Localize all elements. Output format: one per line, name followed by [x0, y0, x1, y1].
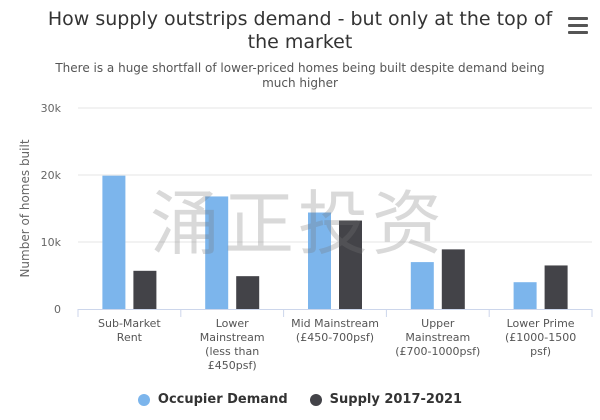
- legend-swatch: [309, 393, 322, 406]
- legend-swatch: [137, 393, 150, 406]
- bar: [544, 265, 568, 309]
- hamburger-menu-icon[interactable]: [568, 17, 588, 35]
- legend-label: Occupier Demand: [157, 392, 288, 407]
- bar: [133, 270, 157, 309]
- bar: [339, 220, 362, 309]
- bar: [102, 175, 126, 309]
- y-axis-title: Number of homes built: [18, 139, 32, 277]
- bar: [236, 276, 260, 309]
- bar: [513, 282, 537, 309]
- legend-item[interactable]: Occupier Demand: [137, 392, 288, 407]
- legend-label: Supply 2017-2021: [329, 392, 463, 407]
- x-tick-label: Lower Prime (£1000-1500 psf): [505, 317, 576, 358]
- y-tick-label: 20k: [41, 169, 62, 182]
- bar: [308, 212, 331, 309]
- bar: [205, 196, 229, 309]
- x-tick-label: Mid Mainstream (£450-700psf): [291, 317, 379, 344]
- x-tick-label: Sub-Market Rent: [98, 317, 161, 344]
- watermark: 涌正投资: [150, 183, 446, 265]
- y-tick-label: 0: [54, 303, 61, 316]
- legend-item[interactable]: Supply 2017-2021: [309, 392, 463, 407]
- y-tick-label: 30k: [41, 102, 62, 115]
- chart-subtitle: There is a huge shortfall of lower-price…: [55, 61, 545, 90]
- y-tick-label: 10k: [41, 236, 62, 249]
- chart-title: How supply outstrips demand - but only a…: [47, 8, 553, 53]
- x-tick-label: Upper Mainstream (£700-1000psf): [395, 317, 480, 358]
- x-tick-label: Lower Mainstream (less than £450psf): [200, 317, 265, 372]
- bar: [410, 262, 434, 309]
- bar: [441, 249, 465, 309]
- chart-legend: Occupier Demand Supply 2017-2021: [0, 392, 600, 407]
